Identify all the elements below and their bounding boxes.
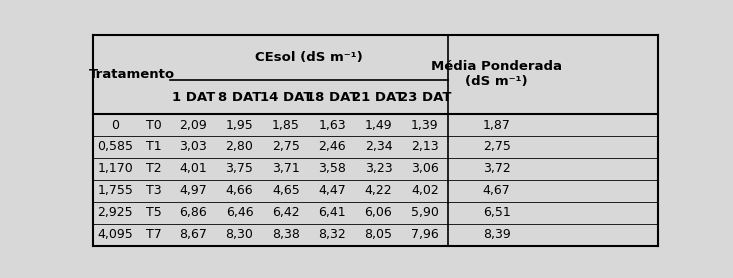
Text: Tratamento: Tratamento [89,68,174,81]
Text: 2,34: 2,34 [365,140,392,153]
Text: 1,39: 1,39 [411,118,438,131]
Text: 0,585: 0,585 [97,140,133,153]
Text: T7: T7 [146,229,161,241]
Text: 6,46: 6,46 [226,206,254,219]
Text: 4,01: 4,01 [180,162,207,175]
Text: CEsol (dS m⁻¹): CEsol (dS m⁻¹) [255,51,363,64]
Text: 4,02: 4,02 [411,184,438,197]
Text: 3,75: 3,75 [226,162,254,175]
Text: 2,13: 2,13 [411,140,438,153]
Text: Média Ponderada
(dS m⁻¹): Média Ponderada (dS m⁻¹) [431,60,562,88]
Text: 4,22: 4,22 [365,184,392,197]
Text: 8,38: 8,38 [272,229,300,241]
Text: 4,65: 4,65 [272,184,300,197]
Text: 1,63: 1,63 [318,118,346,131]
Text: 2,75: 2,75 [482,140,510,153]
Text: 3,71: 3,71 [272,162,300,175]
Text: 1,87: 1,87 [482,118,510,131]
Text: 4,47: 4,47 [318,184,346,197]
Text: 4,095: 4,095 [97,229,133,241]
Text: 8,30: 8,30 [226,229,254,241]
Text: 4,66: 4,66 [226,184,254,197]
Text: T0: T0 [146,118,161,131]
Text: 6,86: 6,86 [180,206,207,219]
Text: 4,67: 4,67 [483,184,510,197]
Text: 21 DAT: 21 DAT [353,91,405,104]
Text: 8,32: 8,32 [318,229,346,241]
Text: 8,05: 8,05 [364,229,392,241]
Text: 5,90: 5,90 [411,206,439,219]
Text: 6,42: 6,42 [272,206,300,219]
Text: 18 DAT: 18 DAT [306,91,358,104]
Text: 4,97: 4,97 [180,184,207,197]
Text: 23 DAT: 23 DAT [399,91,451,104]
Text: 6,51: 6,51 [483,206,510,219]
Text: 2,09: 2,09 [180,118,207,131]
Text: 8,39: 8,39 [483,229,510,241]
Text: T2: T2 [146,162,161,175]
Text: 0: 0 [111,118,119,131]
Text: 14 DAT: 14 DAT [259,91,312,104]
Text: T1: T1 [146,140,161,153]
Text: 2,75: 2,75 [272,140,300,153]
Text: 2,46: 2,46 [318,140,346,153]
Text: T5: T5 [146,206,161,219]
Text: 3,03: 3,03 [180,140,207,153]
Text: 6,06: 6,06 [364,206,392,219]
Text: 1,85: 1,85 [272,118,300,131]
Text: 1,95: 1,95 [226,118,254,131]
Text: 3,23: 3,23 [365,162,392,175]
Text: 7,96: 7,96 [411,229,438,241]
Text: 2,925: 2,925 [97,206,133,219]
Text: 6,41: 6,41 [318,206,346,219]
Text: 1,755: 1,755 [97,184,133,197]
Text: 8,67: 8,67 [180,229,207,241]
Text: 8 DAT: 8 DAT [218,91,261,104]
Text: 1,170: 1,170 [97,162,133,175]
Text: 1,49: 1,49 [365,118,392,131]
Text: 3,58: 3,58 [318,162,346,175]
Text: 3,72: 3,72 [483,162,510,175]
Text: 2,80: 2,80 [226,140,254,153]
Text: 1 DAT: 1 DAT [172,91,215,104]
Text: T3: T3 [146,184,161,197]
Text: 3,06: 3,06 [411,162,438,175]
